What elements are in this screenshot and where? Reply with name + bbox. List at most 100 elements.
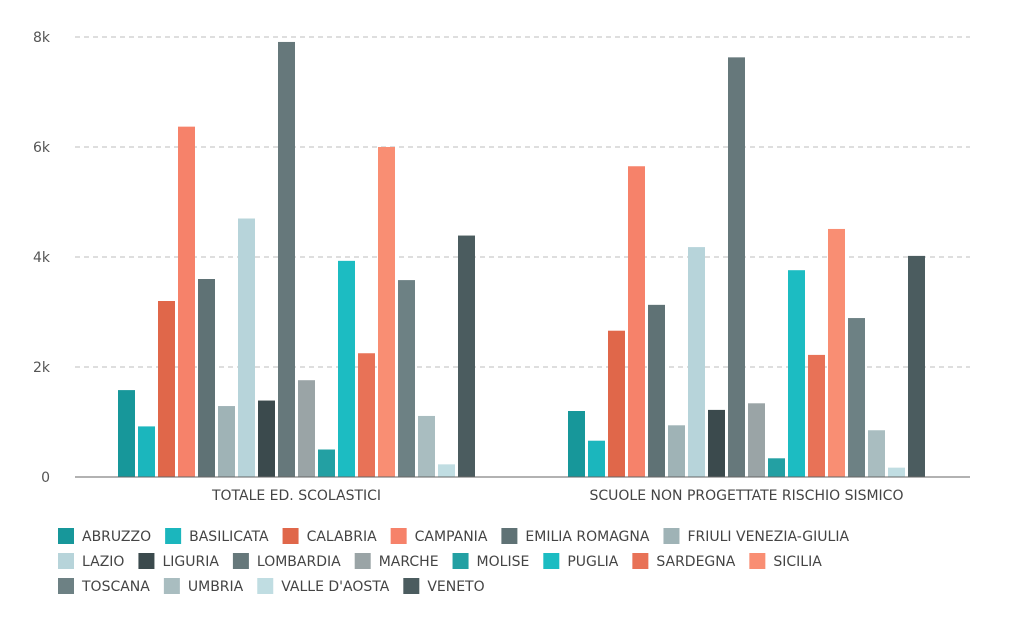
legend-item: LOMBARDIA (232, 553, 341, 570)
bar (768, 458, 785, 477)
legend-label: UMBRIA (188, 579, 244, 595)
bar (198, 279, 215, 477)
legend-label: EMILIA ROMAGNA (525, 529, 649, 545)
bar (258, 400, 275, 477)
bar (458, 235, 475, 477)
legend-item: BASILICATA (165, 528, 269, 545)
legend-swatch (58, 528, 74, 544)
legend-item: PUGLIA (543, 553, 619, 570)
bar (138, 426, 155, 477)
legend-swatch (632, 553, 649, 569)
legend-item: VENETO (403, 578, 485, 595)
legend-swatch (163, 578, 180, 594)
y-tick-label: 4k (33, 250, 51, 266)
bar (908, 255, 925, 477)
legend-label: FRIULI VENEZIA-GIULIA (687, 529, 849, 545)
y-tick-label: 6k (33, 140, 51, 156)
legend-swatch (403, 578, 420, 594)
bar (218, 406, 235, 477)
legend-swatch (501, 528, 518, 544)
legend-swatch (232, 553, 249, 569)
bar (398, 280, 415, 477)
bar (278, 41, 295, 477)
legend-label: VENETO (427, 579, 484, 595)
legend-label: LIGURIA (162, 554, 219, 570)
bar (118, 390, 135, 477)
bar (728, 57, 745, 477)
legend-item: UMBRIA (163, 578, 244, 595)
bar (688, 247, 705, 477)
legend-item: EMILIA ROMAGNA (501, 528, 650, 545)
category-label: SCUOLE NON PROGETTATE RISCHIO SISMICO (590, 488, 904, 504)
legend-item: CALABRIA (282, 528, 378, 545)
legend-swatch (58, 578, 74, 594)
legend-item: SICILIA (749, 553, 822, 570)
bar (358, 353, 375, 477)
legend-item: CAMPANIA (390, 528, 488, 545)
bar-group (568, 57, 925, 477)
bar (848, 318, 865, 477)
bar (648, 304, 665, 477)
x-axis: TOTALE ED. SCOLASTICI SCUOLE NON PROGETTA… (211, 488, 904, 504)
legend-label: MARCHE (379, 554, 439, 570)
bar (608, 330, 625, 477)
bar (378, 147, 395, 477)
bar (668, 425, 685, 477)
bar (588, 440, 605, 477)
legend-item: SARDEGNA (632, 553, 736, 570)
legend-swatch (354, 553, 371, 569)
bar-group (118, 41, 475, 478)
legend-swatch (390, 528, 407, 544)
legend-swatch (452, 553, 469, 569)
legend-label: LAZIO (82, 554, 124, 570)
bar (318, 449, 335, 477)
bar (298, 380, 315, 477)
legend: ABRUZZO BASILICATA CALABRIA CAMPANIA EMILIA … (58, 528, 849, 595)
y-tick-label: 0 (41, 470, 50, 486)
legend-label: SARDEGNA (656, 554, 735, 570)
legend-swatch (58, 553, 74, 569)
legend-label: VALLE D'AOSTA (281, 579, 389, 595)
legend-label: CAMPANIA (415, 529, 488, 545)
bar (708, 409, 725, 477)
bar (158, 301, 175, 477)
legend-label: MOLISE (477, 554, 530, 570)
y-tick-label: 2k (33, 360, 51, 376)
bar (418, 415, 435, 477)
bar (788, 270, 805, 477)
bar (238, 218, 255, 477)
bar (568, 411, 585, 477)
legend-label: SICILIA (773, 554, 822, 570)
bar (828, 228, 845, 477)
bar (868, 430, 885, 477)
legend-item: ABRUZZO (58, 528, 151, 545)
legend-label: LOMBARDIA (257, 554, 341, 570)
legend-label: TOSCANA (81, 579, 150, 595)
bar (338, 260, 355, 477)
legend-item: LIGURIA (138, 553, 219, 570)
legend-item: FRIULI VENEZIA-GIULIA (663, 528, 849, 545)
legend-item: LAZIO (58, 553, 124, 570)
bar (628, 166, 645, 477)
bar (808, 354, 825, 477)
legend-swatch (663, 528, 680, 544)
legend-item: VALLE D'AOSTA (257, 578, 390, 595)
bar (748, 403, 765, 477)
bar (888, 467, 905, 477)
legend-label: PUGLIA (567, 554, 618, 570)
legend-swatch (749, 553, 766, 569)
legend-swatch (138, 553, 155, 569)
legend-label: ABRUZZO (82, 529, 151, 545)
legend-swatch (257, 578, 274, 594)
category-label: TOTALE ED. SCOLASTICI (211, 488, 381, 504)
y-axis: 0 2k 4k 6k 8k (33, 30, 51, 486)
y-tick-label: 8k (33, 30, 51, 46)
legend-swatch (165, 528, 182, 544)
legend-label: BASILICATA (189, 529, 269, 545)
legend-swatch (282, 528, 299, 544)
bars (118, 41, 925, 478)
bar (438, 464, 455, 477)
legend-item: MOLISE (452, 553, 530, 570)
legend-label: CALABRIA (307, 529, 378, 545)
legend-swatch (543, 553, 560, 569)
